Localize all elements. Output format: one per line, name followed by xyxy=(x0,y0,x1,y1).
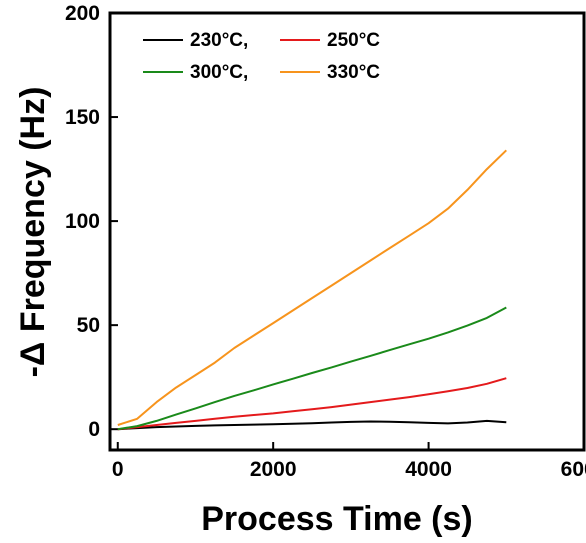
series-group xyxy=(117,149,507,431)
y-tick-label-2: 100 xyxy=(65,210,100,233)
x-tick-label-2: 4000 xyxy=(405,458,452,481)
legend-label-0: 230°C, xyxy=(190,30,248,51)
series-line-1 xyxy=(117,377,507,431)
x-tick-label-3: 6000 xyxy=(561,458,586,481)
axis-ticks: 0 2000 4000 6000 0 50 100 150 200 xyxy=(65,2,586,481)
plot-area-frame xyxy=(108,11,586,452)
y-tick-label-3: 150 xyxy=(65,106,100,129)
x-tick-label-1: 2000 xyxy=(250,458,297,481)
legend-label-1: 250°C xyxy=(327,30,380,51)
series-line-0 xyxy=(117,419,507,431)
y-tick-label-4: 200 xyxy=(65,2,100,25)
legend-label-3: 330°C xyxy=(327,62,380,83)
y-tick-label-0: 0 xyxy=(88,418,100,441)
series-line-2 xyxy=(117,306,507,431)
x-axis-title: Process Time (s) xyxy=(201,500,473,538)
x-tick-label-0: 0 xyxy=(112,458,124,481)
legend-label-2: 300°C, xyxy=(190,62,248,83)
legend: 230°C, 250°C 300°C, 330°C xyxy=(143,30,380,83)
y-axis-title: -Δ Frequency (Hz) xyxy=(14,87,52,378)
series-line-3 xyxy=(117,149,507,426)
y-tick-label-1: 50 xyxy=(77,314,100,337)
